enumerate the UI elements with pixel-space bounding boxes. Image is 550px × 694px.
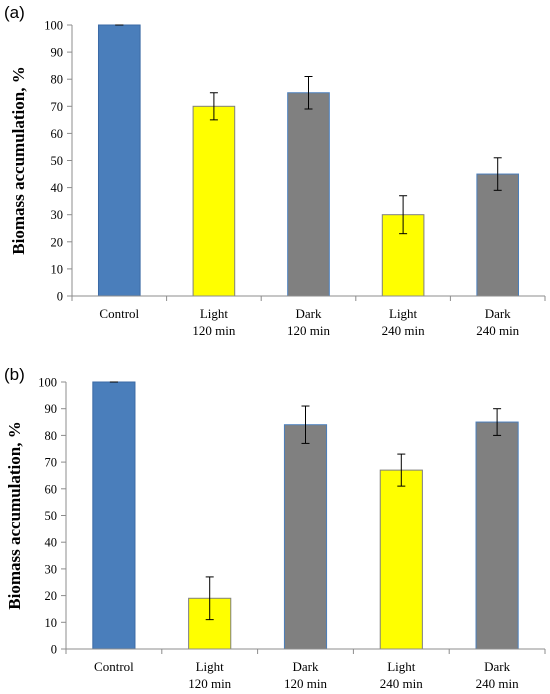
bar (476, 173, 520, 297)
y-tick-label: 60 (45, 482, 58, 496)
x-tick-label: Light (387, 659, 416, 674)
x-tick-label: 240 min (476, 676, 519, 691)
y-tick-label: 30 (45, 562, 58, 576)
x-tick-label: 240 min (382, 323, 425, 338)
y-tick-label: 40 (51, 181, 64, 195)
y-axis-label: Biomass accumulation, % (5, 421, 24, 609)
x-tick-label: 120 min (188, 676, 231, 691)
bar (97, 24, 141, 297)
y-tick-label: 90 (51, 46, 64, 60)
y-tick-label: 80 (51, 73, 64, 87)
panel-b: (b) Biomass accumulation, % Control Light 12… (4, 365, 546, 691)
bar (92, 381, 136, 650)
y-tick-label: 0 (57, 290, 63, 304)
y-tick-label: 100 (44, 19, 63, 33)
y-tick-label: 40 (45, 536, 58, 550)
y-tick-label: 10 (51, 262, 64, 276)
y-tick-label: 80 (45, 429, 58, 443)
x-tick-label: 240 min (380, 676, 423, 691)
bar (192, 105, 236, 297)
panel-label: (a) (4, 3, 25, 22)
bar (475, 421, 519, 650)
x-tick-label: Light (196, 659, 225, 674)
x-tick-label: Dark (484, 659, 510, 674)
y-tick-label: 70 (45, 456, 58, 470)
x-tick-label: Light (389, 306, 418, 321)
x-tick-label: Dark (293, 659, 319, 674)
bar (287, 92, 330, 297)
bar (379, 469, 423, 650)
x-tick-label: 120 min (287, 323, 330, 338)
y-tick-label: 70 (51, 100, 64, 114)
y-tick-label: 50 (51, 154, 64, 168)
x-tick-label: 240 min (476, 323, 519, 338)
panel-label: (b) (4, 365, 25, 384)
y-tick-label: 100 (38, 376, 57, 390)
y-axis-label: Biomass accumulation, % (9, 66, 28, 254)
x-tick-label: 120 min (192, 323, 235, 338)
y-tick-label: 30 (51, 208, 64, 222)
x-tick-label: Control (94, 659, 134, 674)
x-tick-label: Dark (296, 306, 322, 321)
x-tick-label: Light (200, 306, 229, 321)
bar (283, 424, 328, 650)
panel-a: (a) Biomass accumulation, % Control Light 12… (4, 3, 546, 338)
x-tick-label: Control (99, 306, 139, 321)
y-tick-label: 90 (45, 402, 58, 416)
y-tick-label: 20 (51, 235, 64, 249)
x-tick-label: 120 min (284, 676, 327, 691)
y-tick-label: 60 (51, 127, 64, 141)
y-tick-label: 50 (45, 509, 58, 523)
y-tick-label: 20 (45, 589, 58, 603)
y-tick-label: 0 (51, 643, 57, 657)
y-tick-label: 10 (45, 616, 58, 630)
x-tick-label: Dark (485, 306, 511, 321)
